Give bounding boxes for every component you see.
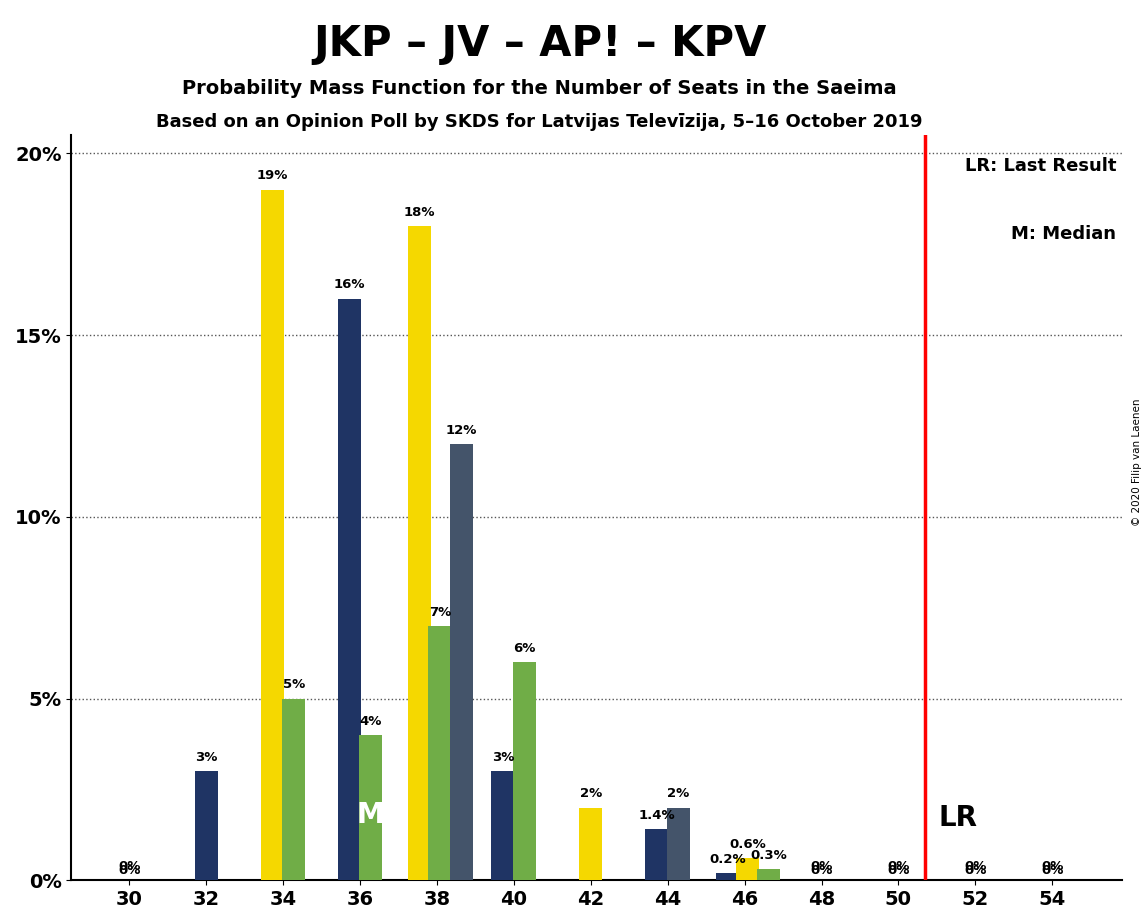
Bar [667,808,690,881]
Bar [580,808,603,881]
Bar [359,735,382,881]
Text: 19%: 19% [256,169,288,182]
Text: 0%: 0% [810,864,832,877]
Text: JKP – JV – AP! – KPV: JKP – JV – AP! – KPV [313,23,766,65]
Bar [513,663,536,881]
Text: 5%: 5% [282,678,305,691]
Text: © 2020 Filip van Laenen: © 2020 Filip van Laenen [1132,398,1142,526]
Bar [645,830,668,881]
Text: 3%: 3% [491,751,514,764]
Text: 0%: 0% [118,864,140,877]
Text: 0.3%: 0.3% [751,849,788,862]
Text: LR: Last Result: LR: Last Result [964,157,1116,176]
Bar [758,869,781,881]
Text: 12%: 12% [445,424,476,437]
Text: Probability Mass Function for the Number of Seats in the Saeima: Probability Mass Function for the Number… [183,79,897,98]
Text: 0%: 0% [964,860,986,873]
Text: 0%: 0% [964,864,986,877]
Text: 0%: 0% [1041,860,1063,873]
Text: 18%: 18% [404,206,435,219]
Text: 0%: 0% [1041,864,1063,877]
Text: M: Median: M: Median [1011,225,1116,242]
Text: 2%: 2% [580,787,602,800]
Text: 6%: 6% [513,642,536,655]
Bar [408,226,432,881]
Bar [450,444,473,881]
Text: M: M [357,801,385,829]
Text: 2%: 2% [667,787,690,800]
Bar [736,858,759,881]
Text: 0%: 0% [118,860,140,873]
Bar [491,772,514,881]
Text: 1.4%: 1.4% [638,809,675,822]
Bar [194,772,218,881]
Text: 0.6%: 0.6% [729,838,766,851]
Bar [428,626,451,881]
Text: 3%: 3% [195,751,217,764]
Bar [715,873,739,881]
Bar [338,298,360,881]
Text: 0.2%: 0.2% [709,853,745,866]
Bar [261,189,284,881]
Text: Based on an Opinion Poll by SKDS for Latvijas Televīzija, 5–16 October 2019: Based on an Opinion Poll by SKDS for Lat… [156,113,923,130]
Text: 16%: 16% [333,278,365,291]
Text: 0%: 0% [887,860,909,873]
Bar [282,699,305,881]
Text: 0%: 0% [810,860,832,873]
Text: 7%: 7% [429,605,451,618]
Text: 4%: 4% [359,714,382,727]
Text: LR: LR [939,805,978,833]
Text: 0%: 0% [887,864,909,877]
